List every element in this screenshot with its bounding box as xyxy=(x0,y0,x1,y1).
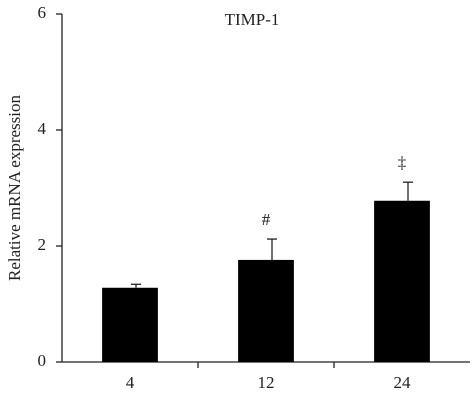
bar xyxy=(102,287,158,362)
y-tick-label: 6 xyxy=(38,3,47,22)
y-tick-label: 0 xyxy=(38,351,47,370)
x-tick-label: 12 xyxy=(258,373,275,392)
x-tick-label: 24 xyxy=(394,373,412,392)
y-axis-label: Relative mRNA expression xyxy=(5,94,24,281)
bar xyxy=(238,259,294,362)
y-tick-label: 2 xyxy=(38,235,47,254)
x-tick-label: 4 xyxy=(126,373,135,392)
annotation: ‡ xyxy=(398,153,407,172)
annotation: # xyxy=(262,210,271,229)
y-tick-label: 4 xyxy=(38,119,47,138)
chart-title: TIMP-1 xyxy=(225,10,280,29)
bar xyxy=(374,200,430,362)
